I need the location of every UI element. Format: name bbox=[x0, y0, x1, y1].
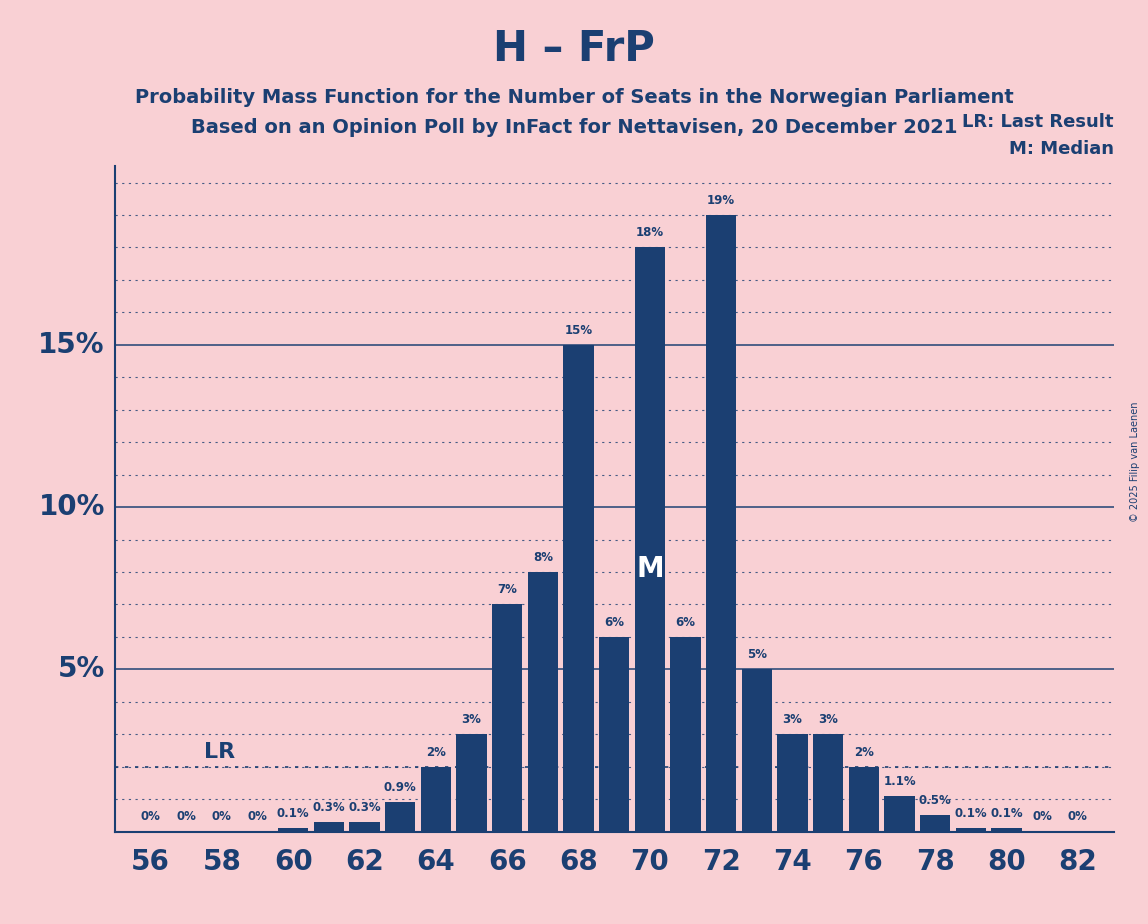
Text: LR: Last Result: LR: Last Result bbox=[962, 113, 1114, 131]
Text: 0%: 0% bbox=[212, 810, 232, 823]
Bar bbox=[742, 669, 771, 832]
Bar bbox=[670, 637, 700, 832]
Text: Probability Mass Function for the Number of Seats in the Norwegian Parliament: Probability Mass Function for the Number… bbox=[134, 88, 1014, 107]
Text: LR: LR bbox=[204, 742, 235, 761]
Text: 1.1%: 1.1% bbox=[883, 775, 916, 788]
Text: 15%: 15% bbox=[565, 323, 592, 336]
Text: 0%: 0% bbox=[140, 810, 161, 823]
Text: 0.9%: 0.9% bbox=[383, 782, 417, 795]
Text: 3%: 3% bbox=[783, 713, 802, 726]
Text: 0.3%: 0.3% bbox=[312, 801, 346, 814]
Bar bbox=[813, 735, 844, 832]
Text: 6%: 6% bbox=[675, 615, 696, 628]
Text: 10%: 10% bbox=[38, 493, 104, 521]
Text: 3%: 3% bbox=[461, 713, 481, 726]
Text: M: Median: M: Median bbox=[1009, 140, 1114, 158]
Text: 18%: 18% bbox=[636, 226, 664, 239]
Bar bbox=[492, 604, 522, 832]
Bar bbox=[349, 821, 380, 832]
Text: 5%: 5% bbox=[747, 649, 767, 662]
Text: 5%: 5% bbox=[57, 655, 104, 684]
Bar bbox=[956, 828, 986, 832]
Bar bbox=[457, 735, 487, 832]
Text: 3%: 3% bbox=[819, 713, 838, 726]
Text: 0.1%: 0.1% bbox=[991, 808, 1023, 821]
Text: 7%: 7% bbox=[497, 583, 517, 596]
Bar bbox=[706, 215, 736, 832]
Text: 0.1%: 0.1% bbox=[277, 808, 310, 821]
Bar bbox=[385, 802, 416, 832]
Bar bbox=[884, 796, 915, 832]
Text: Based on an Opinion Poll by InFact for Nettavisen, 20 December 2021: Based on an Opinion Poll by InFact for N… bbox=[191, 118, 957, 138]
Bar bbox=[635, 248, 665, 832]
Bar bbox=[278, 828, 309, 832]
Text: 0%: 0% bbox=[176, 810, 196, 823]
Text: 19%: 19% bbox=[707, 194, 735, 207]
Bar bbox=[777, 735, 808, 832]
Bar bbox=[564, 345, 594, 832]
Text: 0.1%: 0.1% bbox=[955, 808, 987, 821]
Bar bbox=[920, 815, 951, 832]
Text: 0%: 0% bbox=[1068, 810, 1088, 823]
Bar bbox=[313, 821, 344, 832]
Bar bbox=[992, 828, 1022, 832]
Bar bbox=[528, 572, 558, 832]
Text: 0.3%: 0.3% bbox=[348, 801, 381, 814]
Text: 15%: 15% bbox=[38, 331, 104, 359]
Bar bbox=[599, 637, 629, 832]
Text: 2%: 2% bbox=[426, 746, 445, 759]
Text: 0%: 0% bbox=[1032, 810, 1053, 823]
Text: 0%: 0% bbox=[248, 810, 267, 823]
Text: M: M bbox=[636, 554, 664, 583]
Text: © 2025 Filip van Laenen: © 2025 Filip van Laenen bbox=[1130, 402, 1140, 522]
Text: H – FrP: H – FrP bbox=[492, 28, 656, 69]
Text: 2%: 2% bbox=[854, 746, 874, 759]
Bar bbox=[420, 767, 451, 832]
Text: 8%: 8% bbox=[533, 551, 553, 564]
Text: 0.5%: 0.5% bbox=[918, 795, 952, 808]
Text: 6%: 6% bbox=[604, 615, 625, 628]
Bar bbox=[848, 767, 879, 832]
